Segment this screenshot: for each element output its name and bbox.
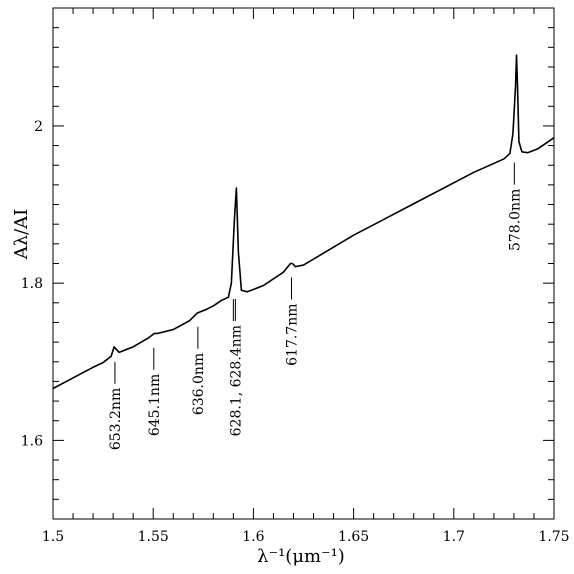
annotation-label: 636.0nm	[191, 353, 207, 415]
y-axis-label: Aλ/AI	[11, 209, 32, 261]
series-line	[52, 54, 555, 390]
annotation-label: 645.1nm	[147, 374, 163, 436]
annotation-label: 653.2nm	[108, 388, 124, 450]
x-tick-label: 1.5	[42, 529, 64, 545]
axis-ticks	[52, 7, 555, 520]
y-tick-label: 1.8	[21, 276, 43, 292]
x-tick-label: 1.6	[242, 529, 264, 545]
x-tick-label: 1.65	[338, 529, 369, 545]
plot-frame	[52, 7, 555, 520]
y-tick-label: 2	[34, 119, 43, 135]
annotation-label: 628.1, 628.4nm	[228, 325, 244, 436]
y-tick-label: 1.6	[21, 433, 43, 449]
annotations: 653.2nm 645.1nm 636.0nm 628.1, 628.4nm 617.7…	[108, 162, 523, 450]
x-axis-label: λ⁻¹(μm⁻¹)	[257, 546, 345, 567]
x-tick-label: 1.75	[538, 529, 569, 545]
annotation-label: 578.0nm	[507, 189, 523, 251]
tick-labels: 1.5 1.55 1.6 1.65 1.7 1.75 1.6 1.8 2	[21, 119, 570, 545]
x-tick-label: 1.55	[138, 529, 169, 545]
annotation-label: 617.7nm	[284, 304, 300, 366]
x-tick-label: 1.7	[443, 529, 465, 545]
